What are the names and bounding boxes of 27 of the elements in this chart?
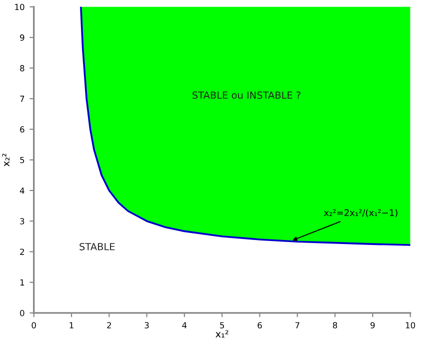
y-tick-label: 3 — [20, 218, 24, 224]
x-tick-label: 0 — [32, 322, 36, 328]
y-tick-label: 1 — [20, 279, 24, 286]
x-tick-label: 6 — [258, 322, 262, 328]
x-tick-label: 9 — [370, 322, 375, 328]
y-tick-label: 8 — [20, 65, 24, 72]
y-tick-label: 2 — [20, 248, 24, 255]
x-tick-label: 1 — [70, 322, 74, 328]
y-tick-label: 10 — [15, 4, 24, 10]
x-tick-label: 2 — [107, 322, 111, 328]
x-tick-label: 10 — [406, 322, 416, 328]
x-tick-label: 4 — [182, 322, 187, 328]
y-axis-title: x₂² — [2, 154, 10, 166]
x-tick-label: 7 — [295, 322, 300, 328]
y-tick-label: 7 — [20, 96, 24, 102]
y-tick-label: 9 — [20, 34, 24, 41]
annotation: x₂²=2x₁²/(x₁²−1) — [324, 209, 398, 218]
y-tick-label: 0 — [20, 310, 24, 316]
y-tick-label: 6 — [20, 126, 24, 133]
x-tick-label: 8 — [332, 322, 338, 328]
annotation: STABLE — [80, 242, 115, 250]
x-tick-label: 3 — [144, 322, 149, 328]
x-tick-label: 5 — [220, 322, 224, 328]
annotation: STABLE ou INSTABLE ? — [192, 91, 300, 99]
x-axis-title: x₁² — [216, 330, 228, 338]
y-tick-label: 4 — [20, 188, 24, 194]
y-tick-label: 5 — [20, 156, 24, 164]
